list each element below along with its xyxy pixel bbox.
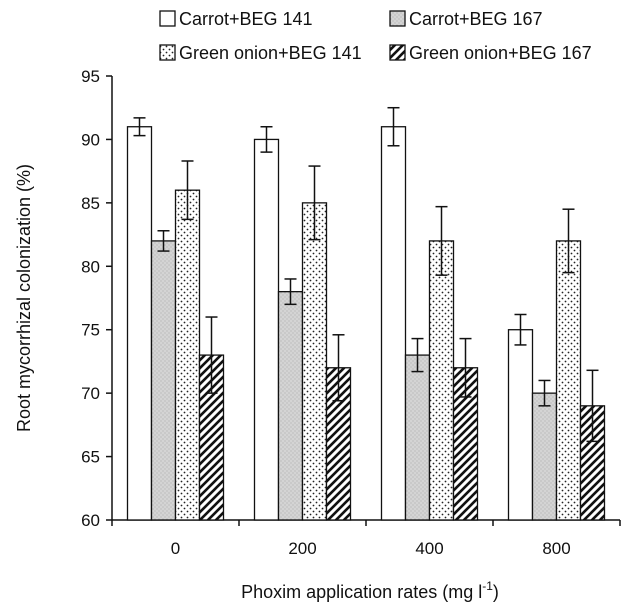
bars: [126, 126, 606, 521]
bar: [507, 329, 534, 521]
legend-swatch: [389, 44, 406, 61]
bar: [404, 354, 431, 521]
y-axis-title: Root mycorrhizal colonization (%): [14, 164, 34, 432]
bar: [150, 240, 177, 521]
y-tick-label: 95: [81, 67, 100, 86]
x-tick-label: 200: [288, 539, 316, 558]
legend: Carrot+BEG 141 Carrot+BEG 167 Green onion+…: [159, 9, 592, 63]
x-axis-title: Phoxim application rates (mg l-1): [241, 579, 499, 602]
legend-item: Carrot+BEG 141: [159, 9, 313, 29]
legend-swatch: [389, 10, 406, 27]
bar: [428, 240, 455, 521]
bar: [253, 138, 280, 521]
y-tick-label: 90: [81, 130, 100, 149]
legend-label: Carrot+BEG 141: [179, 9, 313, 29]
legend-swatch: [159, 10, 176, 27]
legend-label: Carrot+BEG 167: [409, 9, 543, 29]
x-tick-label: 0: [171, 539, 180, 558]
axis-labels: 60 65 70 75 80 85 90 95 0 200 400 800 Phoxim applica…: [14, 67, 571, 602]
legend-label: Green onion+BEG 167: [409, 43, 592, 63]
y-tick-label: 60: [81, 511, 100, 530]
legend-swatch: [159, 44, 176, 61]
bar: [555, 240, 582, 521]
x-tick-label: 800: [542, 539, 570, 558]
legend-item: Green onion+BEG 141: [159, 43, 362, 63]
legend-item: Carrot+BEG 167: [389, 9, 543, 29]
error-bars: [133, 106, 599, 443]
y-tick-label: 70: [81, 384, 100, 403]
legend-item: Green onion+BEG 167: [389, 43, 592, 63]
y-tick-label: 65: [81, 448, 100, 467]
x-tick-label: 400: [415, 539, 443, 558]
y-tick-label: 85: [81, 194, 100, 213]
bar: [531, 392, 558, 521]
legend-label: Green onion+BEG 141: [179, 43, 362, 63]
y-tick-label: 80: [81, 257, 100, 276]
bar: [126, 126, 153, 521]
bar: [277, 291, 304, 521]
bar: [380, 126, 407, 521]
bar: [174, 189, 201, 521]
bar: [301, 202, 328, 521]
y-tick-label: 75: [81, 321, 100, 340]
